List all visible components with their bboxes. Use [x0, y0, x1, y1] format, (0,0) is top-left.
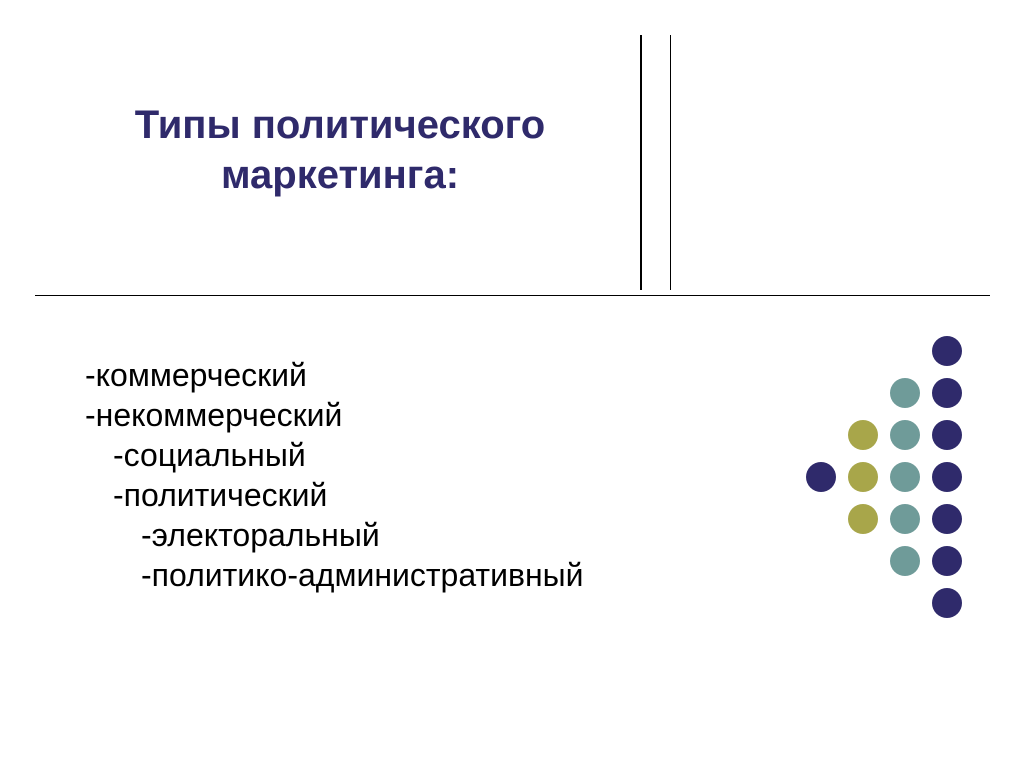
body-line-4: -политический: [85, 475, 785, 515]
dot-icon: [848, 420, 878, 450]
dot-row: [800, 414, 968, 456]
vertical-divider-inner: [670, 35, 671, 290]
body-line-6: -политико-административный: [85, 555, 785, 595]
dot-icon: [806, 462, 836, 492]
dot-icon: [848, 504, 878, 534]
body-line-3: -социальный: [85, 435, 785, 475]
title-line-1: Типы политического: [135, 103, 545, 147]
dot-icon: [932, 504, 962, 534]
dot-icon: [932, 546, 962, 576]
dot-row: [800, 498, 968, 540]
dot-row: [800, 582, 968, 624]
body-line-5: -электоральный: [85, 515, 785, 555]
body-line-2: -некоммерческий: [85, 395, 785, 435]
dot-icon: [890, 378, 920, 408]
dot-row: [800, 456, 968, 498]
dot-icon: [890, 420, 920, 450]
decorative-dot-grid: [800, 330, 968, 624]
dot-icon: [890, 504, 920, 534]
dot-row: [800, 372, 968, 414]
dot-icon: [932, 378, 962, 408]
dot-icon: [932, 588, 962, 618]
dot-icon: [890, 546, 920, 576]
vertical-divider-outer: [640, 35, 642, 290]
dot-icon: [932, 420, 962, 450]
title-line-2: маркетинга:: [221, 153, 459, 197]
body-text: -коммерческий-некоммерческий-социальный-…: [85, 355, 785, 595]
dot-icon: [890, 462, 920, 492]
dot-icon: [932, 462, 962, 492]
dot-icon: [932, 336, 962, 366]
body-line-1: -коммерческий: [85, 355, 785, 395]
dot-row: [800, 540, 968, 582]
dot-icon: [848, 462, 878, 492]
slide-title: Типы политического маркетинга:: [60, 100, 620, 200]
horizontal-divider: [35, 295, 990, 296]
slide: Типы политического маркетинга: -коммерче…: [0, 0, 1024, 768]
dot-row: [800, 330, 968, 372]
